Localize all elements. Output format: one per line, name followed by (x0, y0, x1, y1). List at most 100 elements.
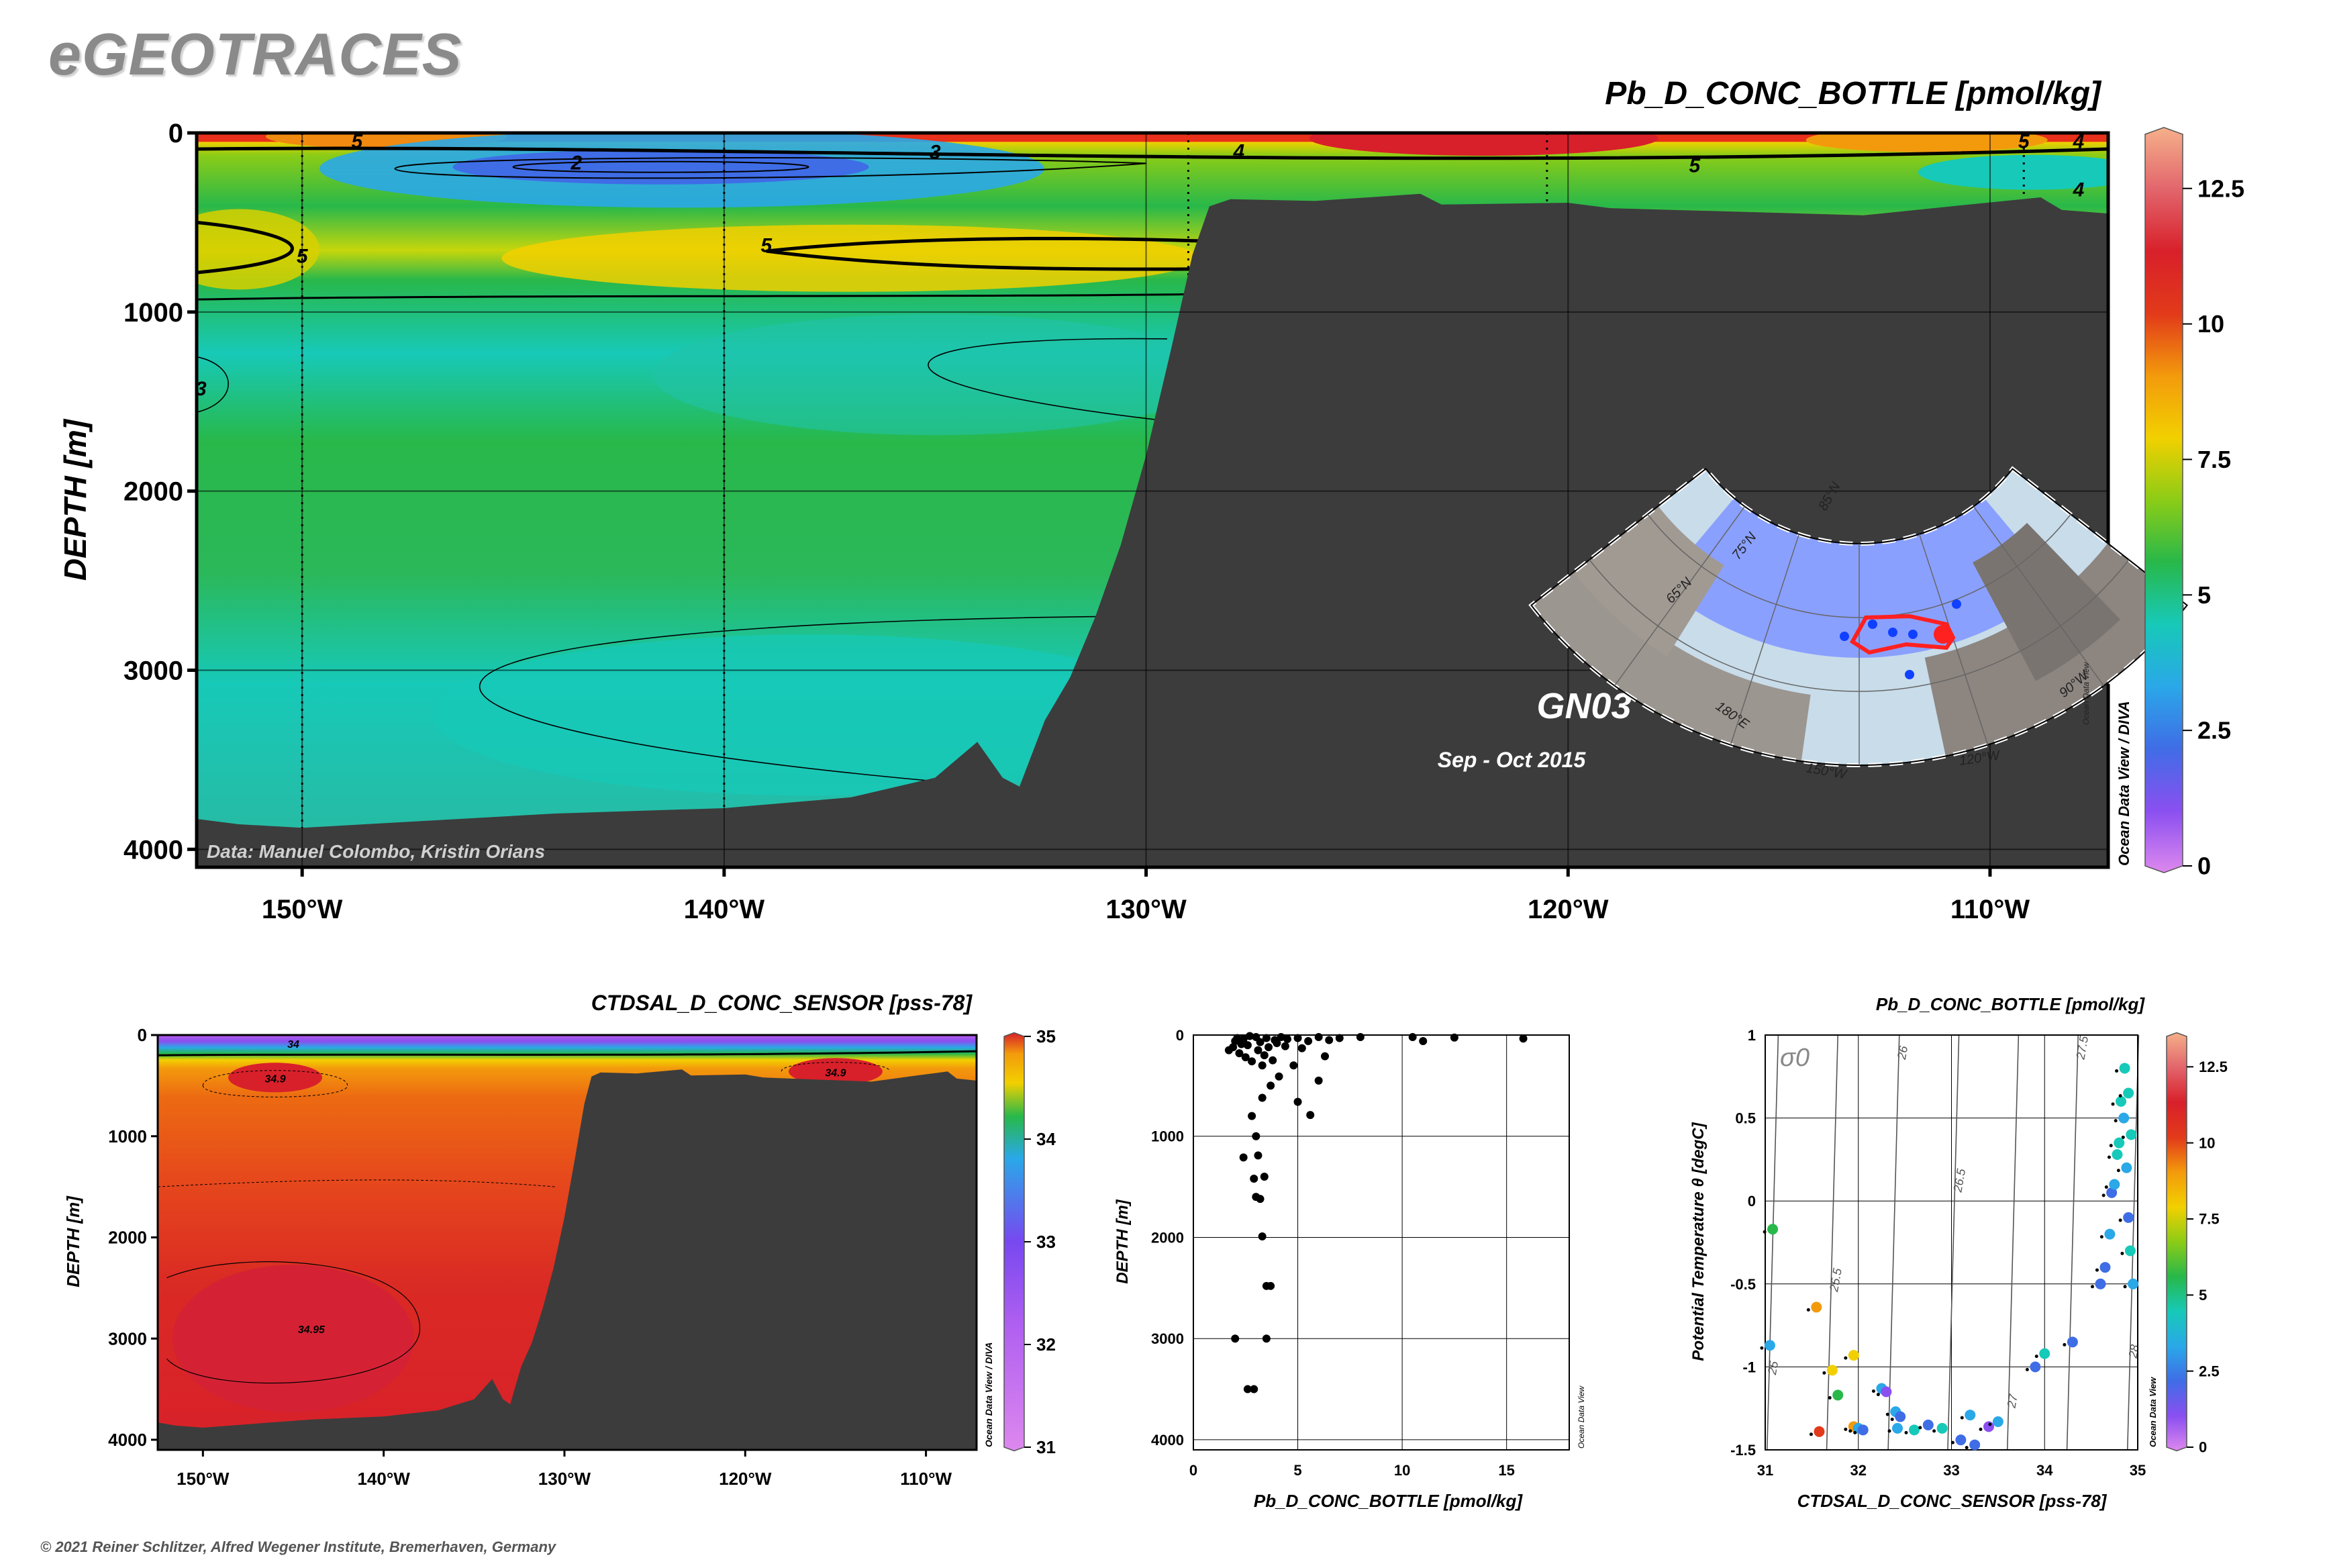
data-point (1260, 1173, 1269, 1181)
data-point (1229, 1043, 1238, 1052)
data-point (1955, 1434, 1967, 1446)
data-point (1262, 1034, 1271, 1042)
y-tick-label: 0 (168, 119, 183, 148)
colorbar-tick-label: 34 (1036, 1129, 1056, 1149)
y-tick-label: 2000 (108, 1228, 147, 1248)
data-point (1243, 1385, 1252, 1393)
data-point (1335, 1034, 1344, 1042)
x-tick-label: 150°W (262, 895, 343, 924)
cruise-track (1850, 614, 1956, 655)
ctd-point (1960, 1416, 1964, 1420)
data-point (1936, 1422, 1948, 1434)
data-point (1289, 1061, 1298, 1070)
contour-label: 4 (1233, 140, 1245, 162)
colorbar-fill (2144, 127, 2183, 873)
data-point (2114, 1137, 2125, 1148)
ctd-point (1988, 1422, 1992, 1426)
data-point (1235, 1049, 1244, 1058)
x-tick-label: 150°W (177, 1469, 230, 1489)
isopycnal-label: 27 (2004, 1393, 2020, 1410)
data-point (1881, 1386, 1892, 1398)
data-point (1262, 1334, 1271, 1343)
data-point (1304, 1037, 1313, 1046)
low-core-inner (452, 149, 869, 185)
y-tick-label: 1000 (108, 1126, 147, 1146)
contour-34-95 (166, 1261, 421, 1384)
ctd-point (2118, 1218, 2122, 1222)
x-tick-label: 10 (1394, 1462, 1410, 1479)
ctd-point (1844, 1356, 1848, 1360)
ctd-point (1965, 1446, 1969, 1450)
ctd-point (2120, 1251, 2124, 1255)
contour-3-west (197, 356, 229, 413)
colorbar-tick-label: 31 (1036, 1437, 1056, 1457)
ctd-point (1806, 1308, 1810, 1312)
ctd-point (2114, 1119, 2118, 1123)
x-tick-label: 140°W (357, 1469, 410, 1489)
y-tick-label: 4000 (123, 835, 183, 865)
x-tick-label: 130°W (1105, 895, 1187, 924)
data-point (1243, 1041, 1252, 1050)
ts-colorbar: 0 2.5 5 7.5 10 12.5 (2166, 1032, 2228, 1456)
colorbar-tick-label: 0 (2197, 852, 2211, 880)
y-tick-label: 1 (1748, 1027, 1756, 1044)
contour-4 (197, 293, 1209, 301)
data-point (1892, 1422, 1903, 1434)
data-point (1233, 1034, 1242, 1042)
contour-label: 2 (570, 152, 582, 175)
ctd-point (1876, 1392, 1880, 1396)
y-tick-label: -1 (1742, 1359, 1756, 1375)
ctd-point (1809, 1432, 1813, 1436)
contour-2 (512, 160, 809, 173)
x-tick-label: 35 (2130, 1462, 2146, 1479)
colorbar-tick-label: 7.5 (2197, 446, 2231, 473)
data-point (1519, 1034, 1528, 1043)
mid-lens (653, 314, 1218, 436)
data-point (1271, 1036, 1279, 1044)
isopycnal-label: 25 (1765, 1359, 1781, 1376)
colorbar-tick-label: 32 (1036, 1334, 1056, 1355)
data-point (1237, 1040, 1246, 1048)
ctd-point (1904, 1430, 1908, 1434)
ctd-point (1979, 1427, 1983, 1431)
data-point (1983, 1421, 1994, 1432)
bathymetry (158, 1069, 977, 1450)
contour-label: 34.9 (825, 1067, 846, 1079)
ctd-point (1763, 1230, 1767, 1234)
y-tick-label: 3000 (123, 656, 183, 685)
data-point (1248, 1112, 1256, 1120)
data-point (1277, 1033, 1285, 1042)
profile-corner-label: Ocean Data View (1577, 1385, 1586, 1449)
station-dot (1905, 670, 1914, 679)
data-point (2119, 1063, 2130, 1074)
y-tick-label: 0 (138, 1025, 147, 1045)
data-point (1965, 1410, 1976, 1421)
data-point (2109, 1179, 2120, 1190)
data-point (2112, 1148, 2123, 1160)
ctd-point (2116, 1169, 2120, 1173)
ctd-point (2099, 1235, 2103, 1239)
data-point (1256, 1038, 1265, 1046)
isopycnal-label: 26.5 (1950, 1167, 1968, 1194)
ts-colorbar-label: Ocean Data View (2148, 1377, 2158, 1447)
contour-label: 3 (195, 378, 207, 400)
data-point (1265, 1043, 1273, 1052)
data-point (1992, 1416, 2003, 1427)
contour-5-west (197, 220, 294, 275)
ts-y-axis-label: Potential Temperature θ [degC] (1689, 1122, 1707, 1361)
x-tick-label: 33 (1943, 1462, 1959, 1479)
isopycnal-line (1887, 1034, 1900, 1451)
x-tick-label: 31 (1757, 1462, 1773, 1479)
ctd-point (1828, 1395, 1832, 1400)
data-point (1267, 1281, 1275, 1290)
data-point (1269, 1056, 1277, 1065)
contour-label: 4 (2073, 179, 2085, 201)
data-point (1241, 1053, 1250, 1062)
ctd-point (2107, 1155, 2111, 1159)
cruise-dates: Sep - Oct 2015 (1438, 748, 1587, 772)
map-outline (1530, 468, 2188, 766)
isopycnal-label: 28 (2126, 1344, 2141, 1360)
data-point (1258, 1232, 1267, 1240)
isopycnal-line (2126, 1034, 2140, 1451)
